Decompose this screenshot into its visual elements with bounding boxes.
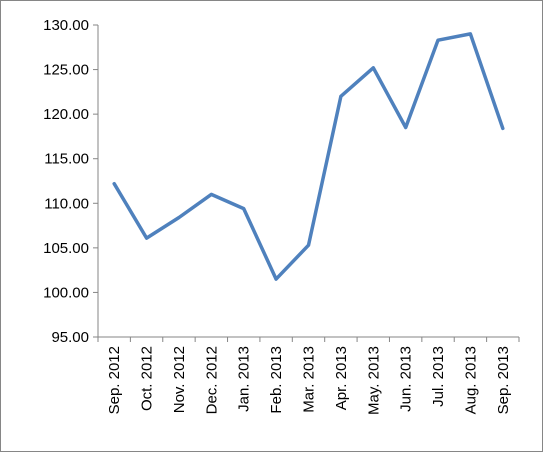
y-tick-label: 95.00	[51, 329, 89, 346]
series-layer	[112, 32, 505, 281]
x-tick-label: May. 2013	[365, 346, 382, 415]
x-tick-label: Jun. 2013	[398, 346, 415, 412]
y-tick-label: 125.00	[43, 62, 89, 79]
y-tick-label: 110.00	[44, 195, 89, 212]
x-tick-label: Sep. 2013	[495, 346, 512, 414]
y-tick-label: 130.00	[43, 17, 89, 34]
x-tick-label: Mar. 2013	[301, 346, 318, 413]
y-tick-label: 105.00	[43, 240, 89, 257]
series-line	[112, 32, 505, 281]
y-axis: 95.00 100.00 105.00 110.00 115.00 120.00 125.0…	[43, 17, 99, 346]
y-tick-label: 100.00	[43, 284, 89, 301]
x-tick-label: Jul. 2013	[430, 346, 447, 407]
x-tick-label: Nov. 2012	[171, 346, 188, 413]
x-tick-label: Feb. 2013	[268, 346, 285, 414]
x-tick-label: Sep. 2012	[106, 346, 123, 414]
x-tick-label: Jan. 2013	[236, 346, 253, 412]
y-tick-label: 120.00	[43, 106, 89, 123]
x-tick-label: Oct. 2012	[139, 346, 156, 411]
x-tick-label: Apr. 2013	[333, 346, 350, 410]
x-axis: Sep. 2012 Oct. 2012 Nov. 2012 Dec. 2012 Jan.…	[97, 336, 520, 415]
x-tick-label: Aug. 2013	[462, 346, 479, 414]
y-tick-label: 115.00	[44, 151, 89, 168]
x-tick-label: Dec. 2012	[203, 346, 220, 414]
